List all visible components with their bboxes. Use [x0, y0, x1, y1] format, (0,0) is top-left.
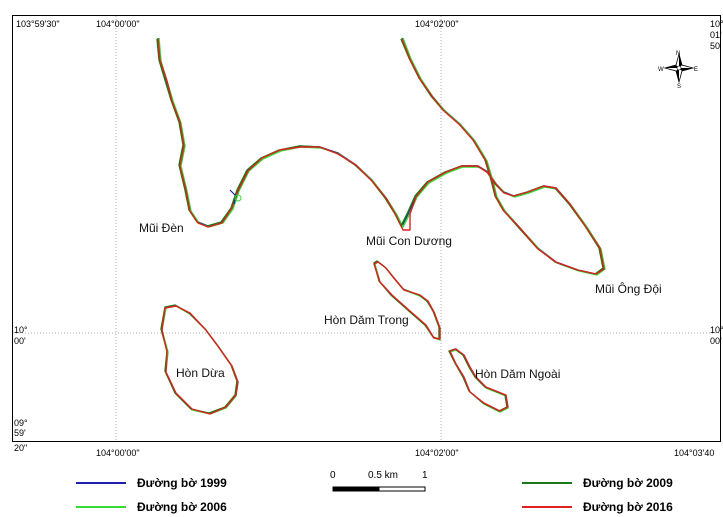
- compass-rose: [663, 52, 695, 84]
- coastline-2016: [157, 38, 605, 275]
- coord-bottom-1: 104°00'00": [96, 448, 140, 458]
- coord-right-top-3: 50: [710, 41, 721, 51]
- place-label-hon-dam-trong: Hòn Dăm Trong: [324, 313, 409, 327]
- coord-right-top-2: 01': [710, 30, 722, 40]
- coord-left-mid-1: 10°: [14, 325, 28, 335]
- place-label-hon-dam-ngoai: Hòn Dăm Ngoài: [475, 367, 561, 381]
- coord-right-mid-2: 00': [710, 336, 722, 346]
- coord-top-2: 104°02'00": [415, 19, 459, 29]
- coord-bottom-2: 104°02'00": [415, 448, 459, 458]
- coord-bottom-right: 104°03'40: [674, 448, 715, 458]
- coord-left-bot-2: 59': [14, 428, 26, 438]
- compass-w-label: W: [658, 67, 664, 73]
- place-label-mui-con-duong: Mũi Con Dương: [366, 234, 452, 248]
- legend-label-2009: Đường bờ 2009: [583, 476, 673, 490]
- coord-left-bot-1: 09°: [14, 418, 28, 428]
- place-label-hon-dua: Hòn Dừa: [176, 366, 225, 380]
- legend-label-2006: Đường bờ 2006: [137, 500, 227, 514]
- map-frame: [12, 15, 721, 442]
- scale-label-mid: 0.5 km: [368, 470, 399, 481]
- legend-label-2016: Đường bờ 2016: [583, 500, 673, 514]
- coord-left-mid-2: 00': [14, 336, 26, 346]
- place-label-mui-ong-doi: Mũi Ông Đội: [595, 282, 662, 296]
- scale-label-end: 1: [422, 470, 428, 481]
- coord-top-1: 104°00'00": [96, 19, 140, 29]
- coord-top-left: 103°59'30": [16, 19, 60, 29]
- island-hon-dam-trong: [373, 260, 441, 341]
- island-hon-dua: [160, 304, 239, 415]
- legend-label-1999: Đường bờ 1999: [137, 476, 227, 490]
- coord-right-top-1: 10°: [710, 19, 723, 29]
- coastline-2006-detail: [234, 194, 242, 202]
- scale-bar: [332, 486, 426, 492]
- coord-left-bot-3: 20": [14, 443, 28, 453]
- scale-label-zero: 0: [330, 470, 336, 481]
- compass-n-label: N: [676, 51, 681, 57]
- place-label-mui-den: Mũi Đèn: [139, 221, 184, 235]
- compass-e-label: E: [694, 67, 699, 73]
- coord-right-mid-1: 10°: [710, 325, 723, 335]
- coastline-main: [156, 37, 606, 276]
- compass-s-label: S: [677, 84, 682, 90]
- island-hon-dam-ngoai: [448, 348, 509, 413]
